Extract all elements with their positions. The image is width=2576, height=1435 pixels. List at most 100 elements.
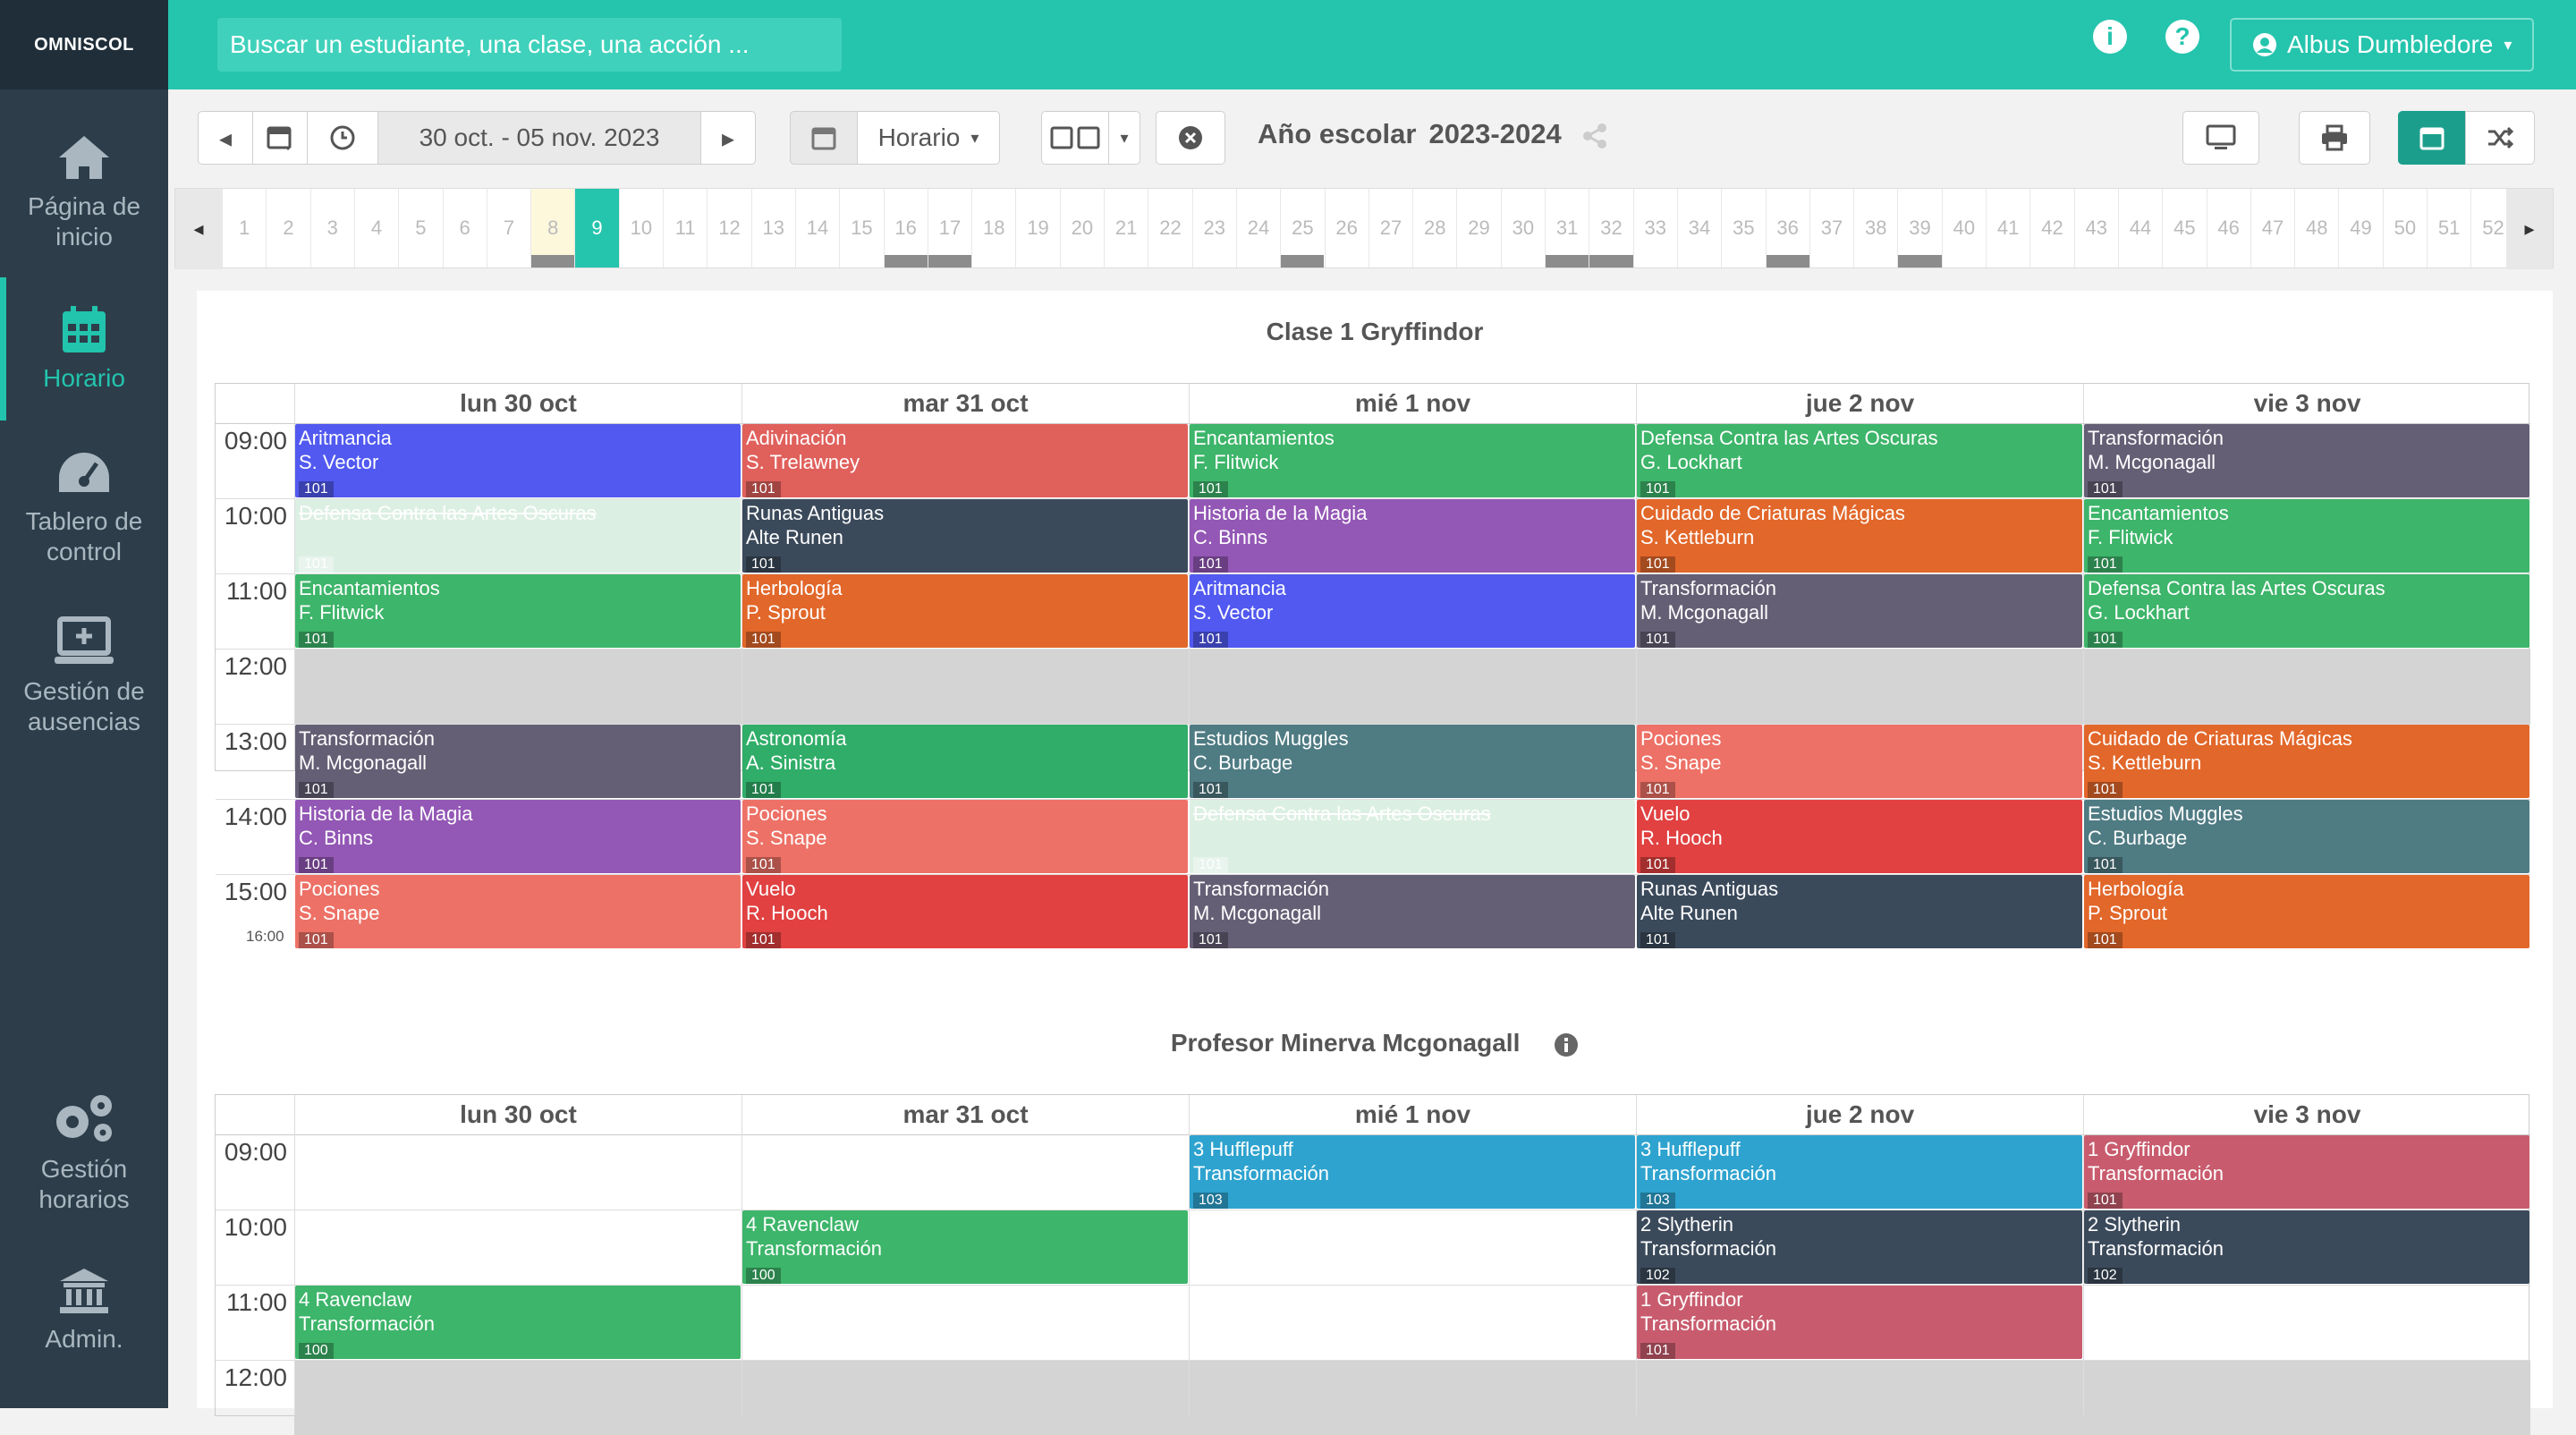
schedule-event[interactable]: Defensa Contra las Artes Oscuras 101 [1190,800,1635,873]
schedule-event[interactable]: Defensa Contra las Artes Oscuras G. Lockh… [2084,574,2529,648]
week-6[interactable]: 6 [442,189,487,267]
schedule-event[interactable]: Pociones S. Snape 101 [295,875,741,948]
week-13[interactable]: 13 [750,189,795,267]
week-28[interactable]: 28 [1412,189,1456,267]
week-15[interactable]: 15 [839,189,883,267]
week-33[interactable]: 33 [1632,189,1677,267]
schedule-event[interactable]: Astronomía A. Sinistra 101 [742,725,1188,798]
week-20[interactable]: 20 [1059,189,1104,267]
schedule-event[interactable]: Encantamientos F. Flitwick 101 [2084,499,2529,573]
week-next-button[interactable]: ▸ [2506,189,2553,269]
week-11[interactable]: 11 [663,189,707,267]
schedule-event[interactable]: Transformación M. Mcgonagall 101 [2084,424,2529,497]
week-42[interactable]: 42 [2029,189,2073,267]
schedule-event[interactable]: Aritmancia S. Vector 101 [1190,574,1635,648]
view-select[interactable]: Horario ▾ [857,111,1000,165]
week-52[interactable]: 52 [2470,189,2514,267]
multi-day-dropdown[interactable]: ▾ [1108,111,1140,165]
week-23[interactable]: 23 [1191,189,1236,267]
week-10[interactable]: 10 [618,189,663,267]
schedule-event[interactable]: Transformación M. Mcgonagall 101 [295,725,741,798]
week-40[interactable]: 40 [1941,189,1986,267]
schedule-event[interactable]: Defensa Contra las Artes Oscuras 101 [295,499,741,573]
week-39[interactable]: 39 [1897,189,1942,267]
schedule-event[interactable]: Cuidado de Criaturas Mágicas S. Kettlebur… [1637,499,2082,573]
schedule-event[interactable]: Historia de la Magia C. Binns 101 [1190,499,1635,573]
schedule-event[interactable]: 1 Gryffindor Transformación 101 [2084,1135,2529,1209]
schedule-event[interactable]: 2 Slytherin Transformación 102 [1637,1210,2082,1284]
schedule-event[interactable]: 3 Hufflepuff Transformación 103 [1190,1135,1635,1209]
schedule-event[interactable]: Encantamientos F. Flitwick 101 [1190,424,1635,497]
week-45[interactable]: 45 [2162,189,2206,267]
week-19[interactable]: 19 [1015,189,1059,267]
schedule-event[interactable]: Herbología P. Sprout 101 [2084,875,2529,948]
schedule-event[interactable]: Pociones S. Snape 101 [742,800,1188,873]
schedule-event[interactable]: Encantamientos F. Flitwick 101 [295,574,741,648]
schedule-event[interactable]: Herbología P. Sprout 101 [742,574,1188,648]
week-27[interactable]: 27 [1368,189,1412,267]
schedule-event[interactable]: Transformación M. Mcgonagall 101 [1190,875,1635,948]
help-icon[interactable]: ? [2165,20,2199,54]
info-icon[interactable] [1554,1032,1579,1057]
schedule-event[interactable]: 4 Ravenclaw Transformación 100 [295,1286,741,1359]
week-5[interactable]: 5 [398,189,442,267]
week-31[interactable]: 31 [1545,189,1589,267]
week-35[interactable]: 35 [1721,189,1765,267]
clear-button[interactable] [1156,111,1225,165]
week-14[interactable]: 14 [794,189,839,267]
sidebar-item-schedule-management[interactable]: Gestión horarios [0,1091,168,1215]
week-9[interactable]: 9 [574,189,619,267]
prev-week-button[interactable]: ◂ [198,111,253,165]
schedule-event[interactable]: 1 Gryffindor Transformación 101 [1637,1286,2082,1359]
schedule-event[interactable]: Aritmancia S. Vector 101 [295,424,741,497]
week-49[interactable]: 49 [2338,189,2382,267]
week-43[interactable]: 43 [2073,189,2118,267]
schedule-event[interactable]: 4 Ravenclaw Transformación 100 [742,1210,1188,1284]
week-12[interactable]: 12 [707,189,750,267]
week-18[interactable]: 18 [971,189,1015,267]
schedule-event[interactable]: Vuelo R. Hooch 101 [1637,800,2082,873]
schedule-event[interactable]: Runas Antiguas Alte Runen 101 [742,499,1188,573]
week-8[interactable]: 8 [530,189,575,267]
week-51[interactable]: 51 [2427,189,2470,267]
sidebar-item-admin[interactable]: Admin. [0,1267,168,1354]
schedule-event[interactable]: 2 Slytherin Transformación 102 [2084,1210,2529,1284]
multi-day-button[interactable] [1041,111,1109,165]
share-icon[interactable] [1581,123,1608,149]
shuffle-button[interactable] [2465,111,2535,165]
week-32[interactable]: 32 [1589,189,1633,267]
week-1[interactable]: 1 [222,189,266,267]
week-4[interactable]: 4 [353,189,398,267]
week-46[interactable]: 46 [2206,189,2250,267]
view-calendar-button[interactable] [790,111,858,165]
display-mode-button[interactable] [2182,111,2259,165]
week-7[interactable]: 7 [486,189,530,267]
week-48[interactable]: 48 [2294,189,2338,267]
sidebar-item-dashboard[interactable]: Tablero de control [0,447,168,567]
week-29[interactable]: 29 [1456,189,1500,267]
schedule-event[interactable]: 3 Hufflepuff Transformación 103 [1637,1135,2082,1209]
week-22[interactable]: 22 [1148,189,1191,267]
print-button[interactable] [2299,111,2370,165]
schedule-event[interactable]: Estudios Muggles C. Burbage 101 [1190,725,1635,798]
schedule-event[interactable]: Defensa Contra las Artes Oscuras G. Lockh… [1637,424,2082,497]
search-input[interactable]: Buscar un estudiante, una clase, una acc… [217,18,842,72]
clock-button[interactable] [307,111,378,165]
schedule-event[interactable]: Runas Antiguas Alte Runen 101 [1637,875,2082,948]
sidebar-item-absences[interactable]: Gestión de ausencias [0,616,168,737]
next-week-button[interactable]: ▸ [700,111,756,165]
schedule-event[interactable]: Cuidado de Criaturas Mágicas S. Kettlebur… [2084,725,2529,798]
sidebar-item-home[interactable]: Página de inicio [0,132,168,252]
week-36[interactable]: 36 [1765,189,1809,267]
week-16[interactable]: 16 [883,189,928,267]
week-34[interactable]: 34 [1676,189,1721,267]
week-26[interactable]: 26 [1324,189,1368,267]
week-24[interactable]: 24 [1235,189,1280,267]
schedule-event[interactable]: Estudios Muggles C. Burbage 101 [2084,800,2529,873]
week-50[interactable]: 50 [2382,189,2427,267]
schedule-event[interactable]: Historia de la Magia C. Binns 101 [295,800,741,873]
week-38[interactable]: 38 [1853,189,1897,267]
schedule-event[interactable]: Transformación M. Mcgonagall 101 [1637,574,2082,648]
week-21[interactable]: 21 [1104,189,1148,267]
calendar-picker-button[interactable] [252,111,308,165]
